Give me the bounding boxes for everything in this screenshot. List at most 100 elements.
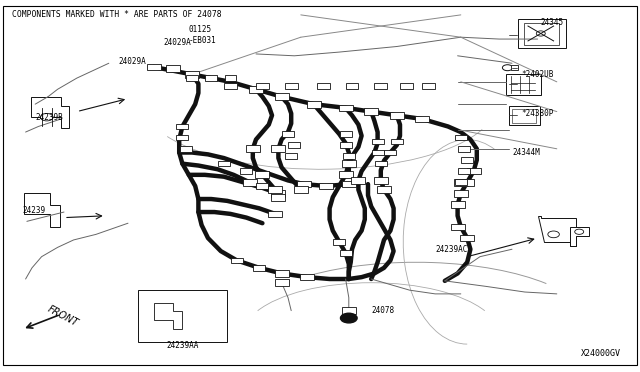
Bar — [300, 274, 314, 280]
Bar — [271, 190, 285, 197]
Bar — [342, 160, 356, 167]
Bar — [179, 146, 192, 152]
Bar — [506, 74, 541, 95]
Bar — [275, 270, 289, 277]
Bar — [374, 83, 387, 89]
Bar — [511, 65, 518, 70]
Bar — [460, 235, 474, 241]
Bar — [282, 131, 294, 137]
Bar — [177, 135, 189, 140]
Text: 24078: 24078 — [371, 306, 394, 315]
Bar — [339, 171, 353, 178]
Bar — [246, 145, 260, 152]
Bar — [225, 75, 236, 81]
Bar — [415, 116, 429, 122]
Bar — [461, 157, 474, 163]
Text: 24239B: 24239B — [35, 113, 63, 122]
Text: 24344M: 24344M — [512, 148, 540, 157]
Bar — [400, 83, 413, 89]
Circle shape — [340, 313, 357, 323]
Text: X24000GV: X24000GV — [581, 349, 621, 358]
Text: FRONT: FRONT — [46, 304, 80, 328]
Bar — [185, 71, 199, 78]
Bar — [451, 224, 465, 230]
Bar — [205, 75, 217, 81]
Bar — [317, 83, 330, 89]
Bar — [374, 177, 388, 184]
Bar — [340, 250, 352, 256]
Bar — [253, 265, 266, 271]
Bar — [454, 179, 468, 186]
Bar — [275, 279, 289, 286]
Bar — [340, 142, 352, 148]
Bar — [512, 109, 536, 123]
Bar — [224, 83, 237, 89]
Bar — [390, 138, 403, 144]
Polygon shape — [31, 97, 69, 128]
Bar — [467, 168, 481, 174]
Bar — [255, 171, 269, 178]
Bar — [333, 239, 346, 245]
Bar — [285, 153, 298, 159]
Bar — [375, 161, 387, 166]
Bar — [256, 183, 269, 189]
Text: COMPONENTS MARKED WITH * ARE PARTS OF 24078: COMPONENTS MARKED WITH * ARE PARTS OF 24… — [12, 10, 221, 19]
Bar — [458, 146, 470, 152]
Bar — [268, 211, 282, 217]
Bar — [342, 181, 356, 187]
Text: 24029A: 24029A — [163, 38, 191, 47]
Bar — [147, 64, 161, 70]
Bar — [343, 153, 355, 159]
Circle shape — [40, 113, 53, 121]
Bar — [268, 186, 282, 193]
Bar — [351, 177, 365, 184]
Circle shape — [575, 229, 584, 234]
Bar — [385, 150, 397, 155]
Circle shape — [536, 31, 545, 36]
Bar — [509, 106, 540, 125]
Bar — [294, 186, 308, 193]
Bar — [256, 83, 269, 89]
Text: 24239AC: 24239AC — [435, 245, 468, 254]
Polygon shape — [154, 303, 182, 329]
Bar — [371, 150, 384, 155]
Circle shape — [502, 65, 513, 71]
Bar — [346, 83, 358, 89]
Bar — [377, 186, 391, 193]
Bar — [285, 83, 298, 89]
Bar — [319, 183, 333, 189]
Text: *2402UB: *2402UB — [522, 70, 554, 79]
Bar — [422, 83, 435, 89]
Bar — [241, 168, 253, 174]
Bar — [249, 86, 263, 93]
Bar — [271, 145, 285, 152]
Bar — [186, 75, 198, 81]
Bar — [340, 131, 352, 137]
Bar — [342, 307, 356, 314]
Bar — [243, 179, 257, 186]
Bar — [218, 161, 230, 166]
Bar — [307, 101, 321, 108]
Bar — [455, 135, 467, 140]
Text: 24239: 24239 — [22, 206, 45, 215]
Bar — [451, 201, 465, 208]
Bar — [166, 65, 180, 72]
Bar — [231, 257, 243, 263]
Text: 24029A: 24029A — [118, 57, 146, 66]
Bar — [271, 194, 285, 201]
Bar — [390, 112, 404, 119]
Bar — [460, 179, 474, 186]
Bar — [339, 105, 353, 111]
Text: *24380P: *24380P — [522, 109, 554, 118]
Text: 24345: 24345 — [541, 18, 564, 27]
Bar — [177, 124, 189, 129]
Circle shape — [548, 231, 559, 238]
Bar — [518, 19, 566, 48]
Polygon shape — [570, 227, 589, 246]
Bar — [138, 290, 227, 342]
Bar — [524, 23, 559, 45]
Bar — [297, 181, 311, 187]
Bar — [364, 108, 378, 115]
Polygon shape — [538, 216, 576, 246]
Polygon shape — [24, 193, 60, 227]
